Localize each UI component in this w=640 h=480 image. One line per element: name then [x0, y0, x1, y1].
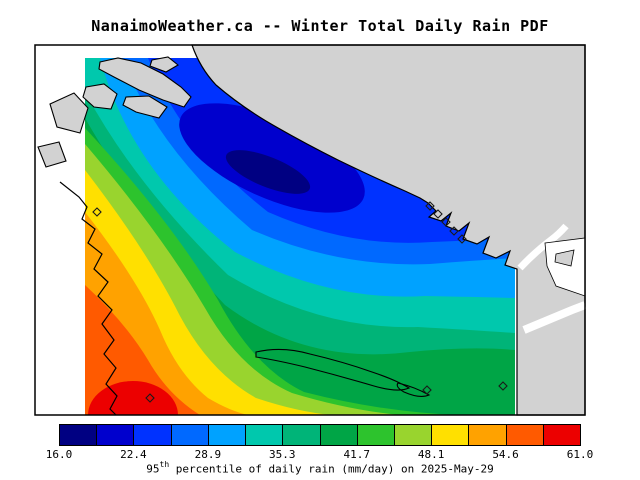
colorbar-caption: 95th percentile of daily rain (mm/day) o…: [0, 460, 640, 476]
caption-text: 95: [146, 462, 160, 476]
station-marker: [441, 217, 451, 227]
colorbar-tick-label: 61.0: [566, 448, 594, 461]
colorbar-segment: [357, 425, 395, 445]
colorbar-ticks: 16.0 22.4 28.9 35.3 41.7 48.1 54.6 61.0: [46, 448, 594, 461]
island-outline: [255, 348, 411, 391]
island: [37, 141, 67, 168]
colorbar-segment: [60, 425, 98, 445]
island: [554, 249, 575, 267]
coastline: [59, 181, 118, 416]
colorbar-segment: [432, 425, 470, 445]
colorbar-segment: [394, 425, 433, 445]
colorbar-tick-label: 35.3: [269, 448, 296, 461]
station-marker: [422, 385, 432, 395]
inlet-channel: [522, 301, 587, 334]
colorbar-segment: [469, 425, 507, 445]
station-marker: [449, 226, 459, 236]
colorbar-segment: [320, 425, 358, 445]
station-marker: [498, 381, 508, 391]
island: [98, 57, 192, 108]
station-marker: [425, 201, 435, 211]
station-marker: [145, 393, 155, 403]
colorbar-segment: [506, 425, 544, 445]
map-frame: [34, 44, 586, 416]
colorbar-segment: [246, 425, 284, 445]
station-markers: [92, 201, 508, 403]
colorbar-segment: [134, 425, 172, 445]
colorbar-segment: [171, 425, 209, 445]
colorbar: [59, 424, 581, 446]
island-group: [37, 56, 192, 168]
contour-band: [225, 150, 311, 194]
colorbar-tick-label: 54.6: [492, 448, 519, 461]
colorbar-tick-label: 41.7: [343, 448, 370, 461]
station-marker: [433, 209, 443, 219]
chart-title: NanaimoWeather.ca -- Winter Total Daily …: [91, 17, 549, 35]
island: [82, 83, 118, 110]
colorbar-tick-label: 28.9: [194, 448, 222, 461]
caption-superscript: th: [159, 460, 170, 469]
colorbar-tick-label: 16.0: [45, 448, 73, 461]
island-outline: [396, 382, 431, 398]
colorbar-tick-label: 22.4: [120, 448, 147, 461]
contour-band: [85, 285, 200, 415]
colorbar-segment: [543, 425, 581, 445]
caption-text-rest: percentile of daily rain (mm/day) on 202…: [169, 462, 494, 476]
island: [49, 92, 89, 134]
station-marker: [92, 207, 102, 217]
colorbar-segment: [208, 425, 247, 445]
station-marker: [457, 234, 467, 244]
island: [122, 95, 168, 119]
mainland-landmass: [191, 44, 586, 416]
colorbar-segment: [283, 425, 321, 445]
coastal-water: [544, 237, 586, 297]
inlet-channel: [517, 223, 569, 271]
colorbar-tick-label: 48.1: [417, 448, 445, 461]
colorbar-segment: [97, 425, 135, 445]
island: [149, 56, 179, 73]
